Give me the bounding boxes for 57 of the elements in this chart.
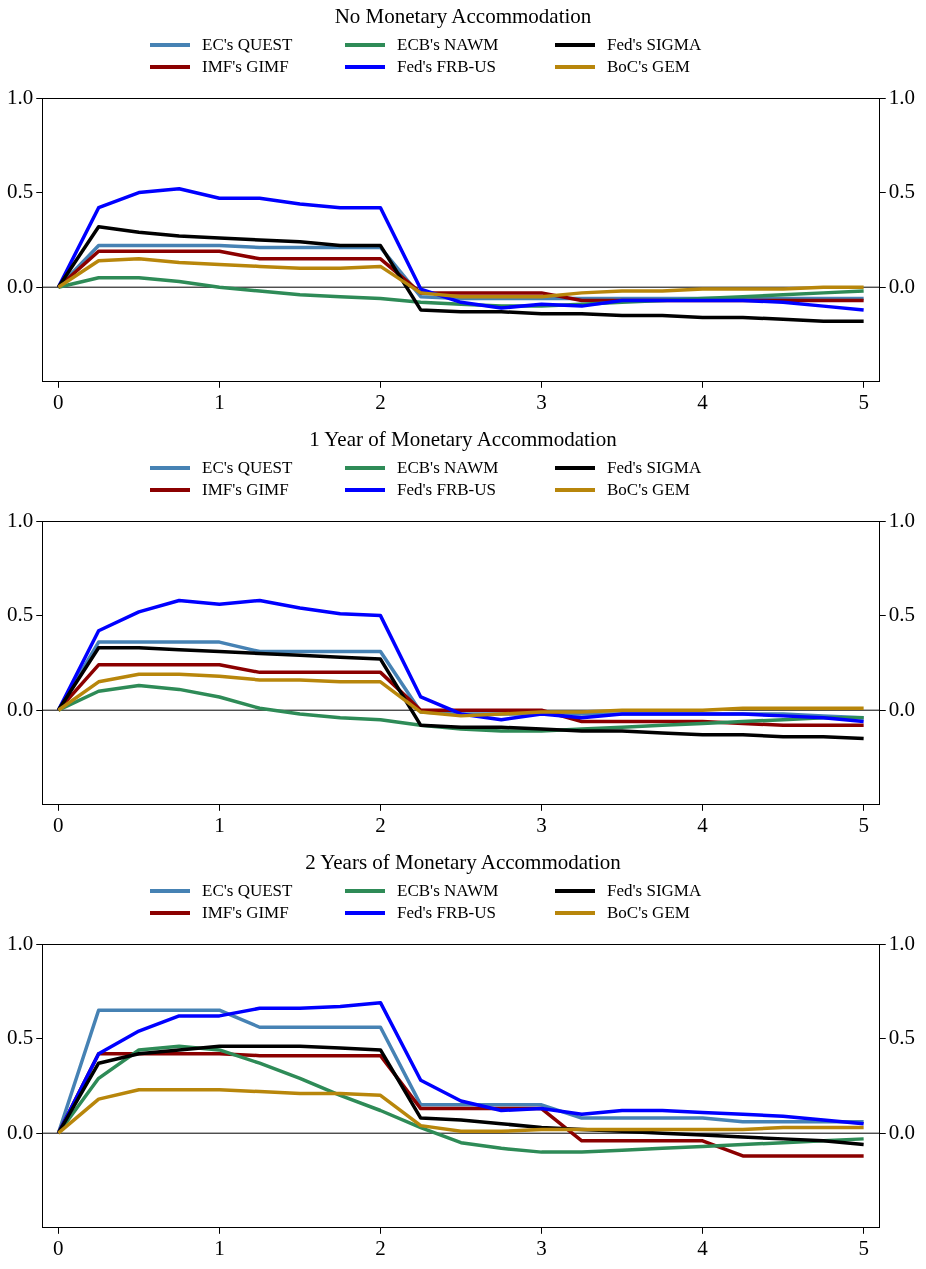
x-tick-label: 1: [214, 812, 225, 837]
legend-label: ECB's NAWM: [397, 35, 499, 55]
y-tick-label: 0.5: [7, 1025, 34, 1050]
y-tick-label: 0.0: [7, 273, 34, 298]
y2-tick-label: 1.0: [888, 930, 915, 955]
legend-label: Fed's FRB-US: [397, 903, 496, 923]
legend-label: IMF's GIMF: [202, 57, 289, 77]
x-tick-label: 5: [858, 389, 869, 414]
x-tick-label: 0: [53, 389, 64, 414]
legend-label: Fed's SIGMA: [607, 35, 702, 55]
y2-tick-label: 1.0: [888, 507, 915, 532]
y-tick-label: 0.5: [7, 602, 34, 627]
x-tick-label: 5: [858, 812, 869, 837]
y2-tick-label: 0.0: [888, 273, 915, 298]
chart-title: 2 Years of Monetary Accommodation: [304, 850, 622, 875]
x-tick-label: 0: [53, 812, 64, 837]
y-tick-label: 0.0: [7, 696, 34, 721]
legend-label: EC's QUEST: [202, 881, 293, 901]
y-tick-label: 1.0: [7, 930, 34, 955]
legend-label: ECB's NAWM: [397, 881, 499, 901]
y2-tick-label: 0.5: [888, 602, 915, 627]
x-tick-label: 1: [214, 1235, 225, 1260]
legend-label: Fed's FRB-US: [397, 57, 496, 77]
x-tick-label: 5: [858, 1235, 869, 1260]
x-tick-label: 2: [375, 389, 386, 414]
x-tick-label: 3: [536, 812, 547, 837]
legend-label: IMF's GIMF: [202, 480, 289, 500]
chart-title: No Monetary Accommodation: [333, 4, 593, 29]
legend-label: ECB's NAWM: [397, 458, 499, 478]
y-tick-label: 1.0: [7, 507, 34, 532]
legend-label: EC's QUEST: [202, 458, 293, 478]
y2-tick-label: 1.0: [888, 84, 915, 109]
y-tick-label: 0.0: [7, 1119, 34, 1144]
legend-label: Fed's FRB-US: [397, 480, 496, 500]
legend-label: BoC's GEM: [607, 480, 690, 500]
x-tick-label: 4: [697, 1235, 709, 1260]
y2-tick-label: 0.5: [888, 179, 915, 204]
legend-label: EC's QUEST: [202, 35, 293, 55]
x-tick-label: 1: [214, 389, 225, 414]
legend-label: Fed's SIGMA: [607, 458, 702, 478]
legend-label: Fed's SIGMA: [607, 881, 702, 901]
legend-label: BoC's GEM: [607, 57, 690, 77]
x-tick-label: 4: [697, 389, 709, 414]
x-tick-label: 4: [697, 812, 709, 837]
x-tick-label: 2: [375, 812, 386, 837]
legend-label: BoC's GEM: [607, 903, 690, 923]
x-tick-label: 3: [536, 1235, 547, 1260]
legend-label: IMF's GIMF: [202, 903, 289, 923]
chart-title: 1 Year of Monetary Accommodation: [308, 427, 618, 452]
y-tick-label: 0.5: [7, 179, 34, 204]
y2-tick-label: 0.0: [888, 696, 915, 721]
y2-tick-label: 0.5: [888, 1025, 915, 1050]
y2-tick-label: 0.0: [888, 1119, 915, 1144]
x-tick-label: 3: [536, 389, 547, 414]
x-tick-label: 0: [53, 1235, 64, 1260]
y-tick-label: 1.0: [7, 84, 34, 109]
x-tick-label: 2: [375, 1235, 386, 1260]
